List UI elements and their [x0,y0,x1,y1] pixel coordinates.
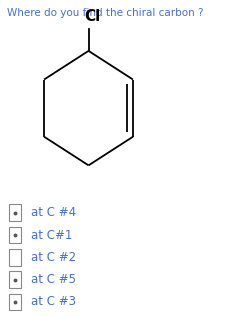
Text: Cl: Cl [84,9,100,24]
Text: Where do you find the chiral carbon ?: Where do you find the chiral carbon ? [7,8,203,18]
Text: at C #5: at C #5 [31,273,76,286]
Text: at C #3: at C #3 [31,295,76,308]
Text: at C #4: at C #4 [31,206,76,219]
Bar [9,204,21,221]
Text: at C#1: at C#1 [31,229,72,241]
Bar [9,249,21,266]
Bar [9,294,21,310]
Bar [9,227,21,243]
Bar [9,271,21,288]
Text: at C #2: at C #2 [31,251,76,264]
